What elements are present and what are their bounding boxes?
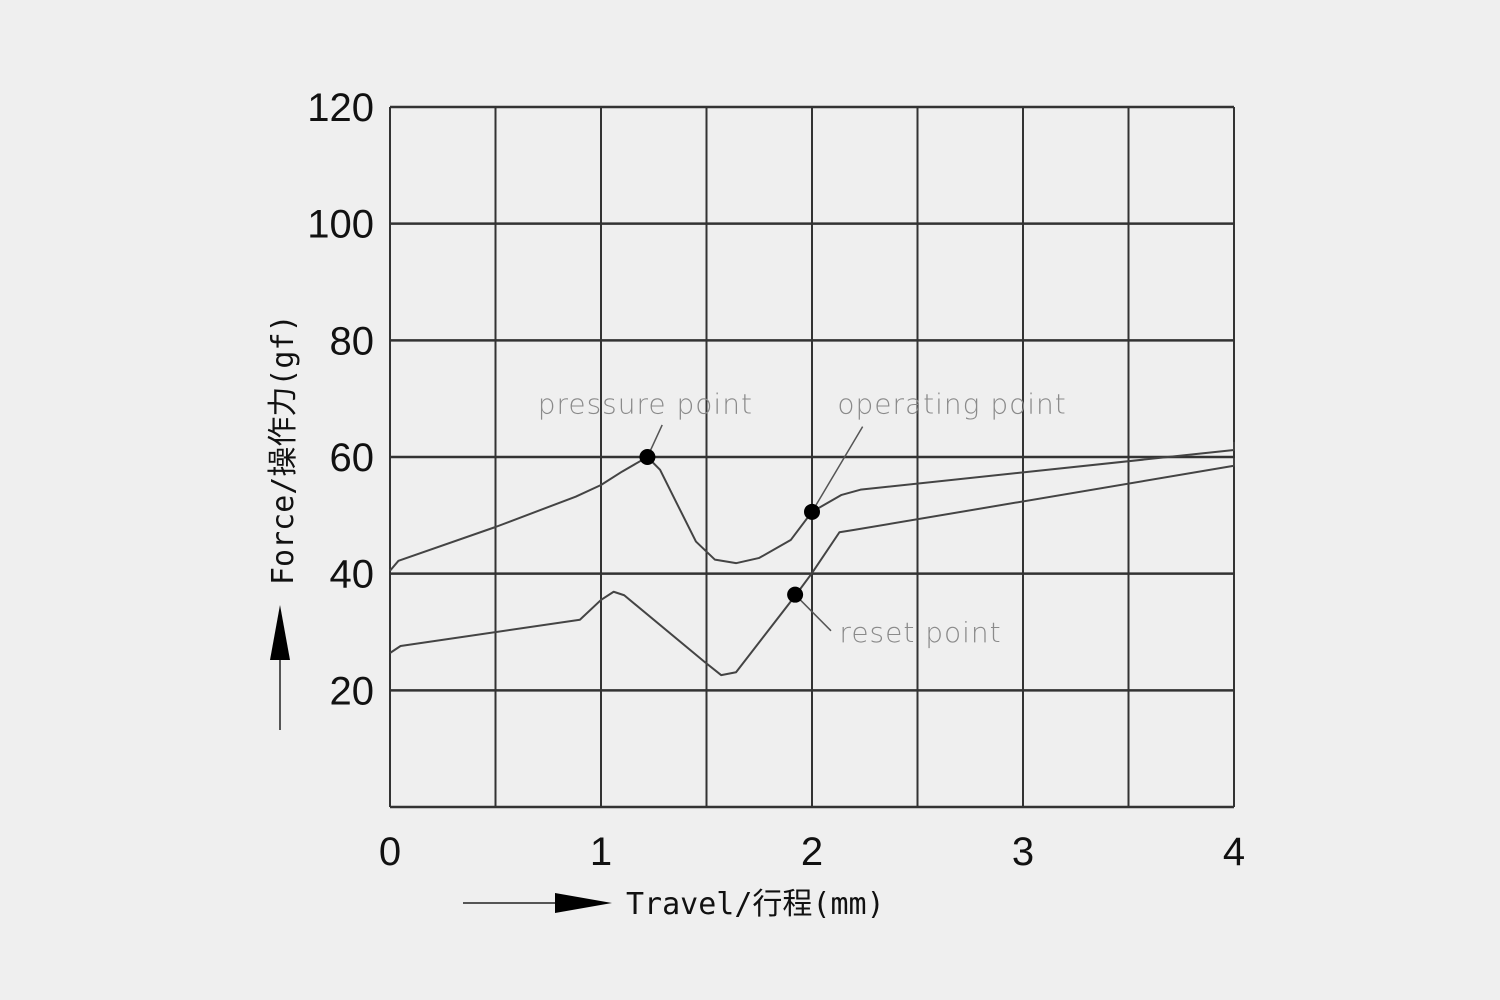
y-tick-label: 100 (307, 203, 374, 247)
annotation-label: operating point (837, 387, 1066, 420)
x-axis-label: Travel/行程(mm) (626, 887, 885, 922)
y-tick-label: 60 (330, 436, 375, 480)
y-tick-label: 120 (307, 86, 374, 130)
series-line-release (389, 458, 1235, 677)
annotation-label: pressure point (538, 387, 753, 420)
x-tick-label: 2 (801, 830, 823, 874)
x-tick-label: 0 (379, 830, 401, 874)
annotation-point-marker (787, 586, 804, 603)
annotation-leader (811, 426, 864, 513)
annotation-leader (794, 594, 832, 632)
annotation-point-marker (639, 449, 656, 465)
x-tick-label: 4 (1223, 830, 1245, 874)
y-tick-label: 40 (330, 553, 375, 597)
x-tick-label: 1 (590, 830, 612, 874)
annotation-label: reset point (839, 616, 1001, 649)
x-tick-label: 3 (1012, 830, 1034, 874)
y-axis-label: Force/操作力(gf) (266, 314, 301, 585)
annotation-point-marker (804, 503, 820, 520)
series-line-press (389, 441, 1235, 572)
y-tick-label: 80 (330, 319, 375, 363)
y-axis-arrow-icon (270, 605, 290, 660)
y-tick-label: 20 (330, 669, 375, 713)
x-axis-arrow-icon (555, 893, 612, 913)
